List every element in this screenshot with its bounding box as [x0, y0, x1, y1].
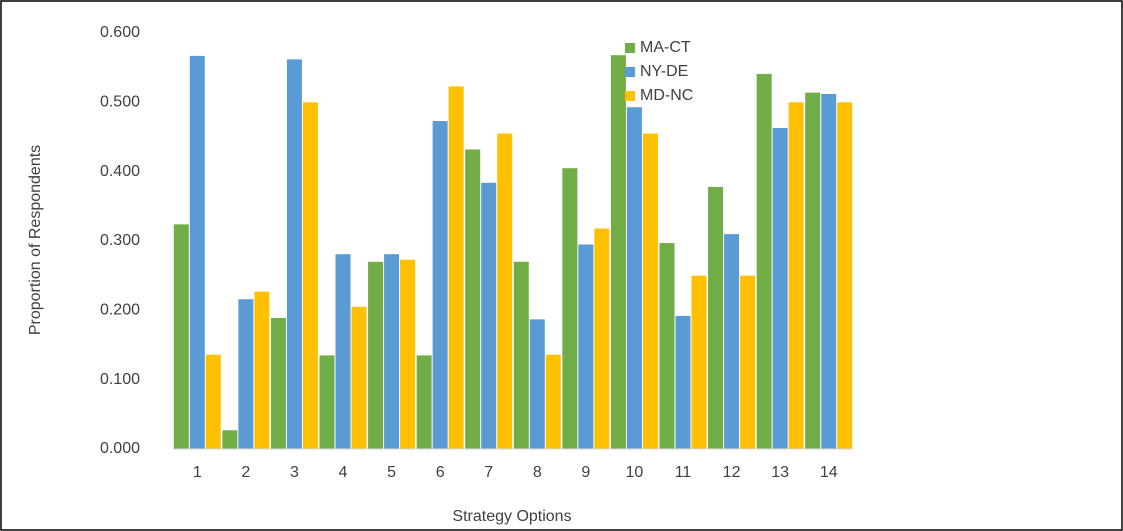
bar: [837, 102, 853, 449]
x-tick-label: 5: [387, 464, 396, 481]
bar: [497, 133, 513, 450]
bar: [448, 86, 464, 450]
x-axis-title: Strategy Options: [452, 508, 571, 525]
x-tick-label: 1: [193, 464, 202, 481]
legend-swatch: [625, 67, 635, 77]
y-tick-label: 0.500: [100, 94, 140, 111]
bar: [400, 259, 416, 449]
y-tick-label: 0.300: [100, 232, 140, 249]
x-tick-label: 7: [484, 464, 493, 481]
y-tick-label: 0.100: [100, 371, 140, 388]
bar: [691, 275, 707, 449]
bar: [740, 275, 756, 449]
bar: [432, 121, 448, 449]
x-tick-label: 2: [241, 464, 250, 481]
x-tick-label: 11: [675, 464, 692, 481]
legend-swatch: [625, 91, 635, 101]
bar: [302, 102, 318, 449]
x-tick-label: 14: [820, 464, 838, 481]
bar: [724, 234, 740, 449]
bar: [238, 299, 254, 449]
y-tick-label: 0.600: [100, 24, 140, 41]
x-tick-label: 10: [626, 464, 644, 481]
bar: [254, 291, 270, 449]
y-axis-title: Proportion of Respondents: [27, 145, 44, 335]
bar: [529, 319, 545, 449]
bar: [626, 107, 642, 449]
bar: [594, 228, 610, 449]
y-tick-label: 0.000: [100, 440, 140, 457]
bar: [351, 306, 367, 449]
bar: [335, 254, 351, 449]
bar: [205, 354, 221, 449]
bar: [368, 261, 384, 449]
bar: [513, 261, 529, 449]
bar: [610, 55, 626, 449]
y-tick-label: 0.200: [100, 302, 140, 319]
bar: [756, 73, 772, 449]
bar: [173, 224, 189, 449]
legend-swatch: [625, 43, 635, 53]
y-tick-label: 0.400: [100, 163, 140, 180]
bar: [708, 186, 724, 450]
bar: [270, 317, 286, 449]
bar: [465, 149, 481, 450]
x-tick-label: 9: [581, 464, 590, 481]
bar: [222, 430, 238, 449]
x-tick-label: 8: [533, 464, 542, 481]
bar: [642, 133, 658, 450]
bar: [578, 244, 594, 449]
bar: [788, 102, 804, 449]
bar: [416, 355, 432, 449]
legend-label: MA-CT: [640, 39, 691, 56]
bar: [659, 243, 675, 449]
x-tick-label: 13: [771, 464, 789, 481]
bar: [675, 315, 691, 449]
bar: [481, 182, 497, 449]
bar: [772, 127, 788, 449]
bar: [821, 94, 837, 449]
bar: [805, 92, 821, 450]
x-tick-label: 3: [290, 464, 299, 481]
x-tick-label: 12: [723, 464, 741, 481]
bar: [286, 59, 302, 449]
bar: [189, 55, 205, 449]
legend-label: MD-NC: [640, 87, 693, 104]
x-tick-label: 4: [339, 464, 348, 481]
bar: [319, 355, 335, 449]
bar: [384, 254, 400, 449]
bar: [545, 354, 561, 449]
bar: [562, 168, 578, 449]
x-tick-label: 6: [436, 464, 445, 481]
legend-label: NY-DE: [640, 63, 688, 80]
